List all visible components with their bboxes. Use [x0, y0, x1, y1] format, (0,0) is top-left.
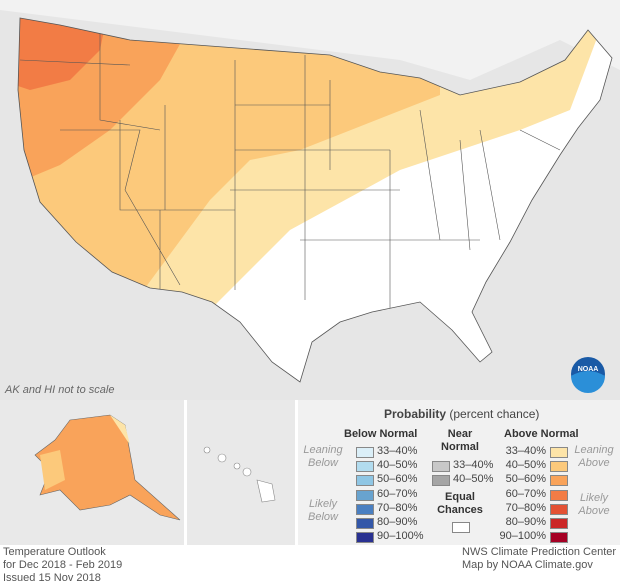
- near-label: 33–40%: [453, 459, 494, 471]
- below-swatch: [356, 475, 374, 487]
- footer-right: NWS Climate Prediction Center Map by NOAA…: [462, 546, 617, 571]
- above-label: 70–80%: [505, 501, 546, 514]
- above-label: 50–60%: [505, 473, 546, 486]
- canada-land: [0, 0, 620, 80]
- likely-above-label: Likely Above: [578, 492, 610, 517]
- above-label: 40–50%: [505, 459, 546, 472]
- near-swatch: [432, 461, 450, 472]
- below-swatch: [356, 503, 374, 515]
- leaning-below-label: Leaning Below: [303, 444, 343, 469]
- below-swatch: [356, 489, 374, 501]
- likely-below-label: Likely Below: [308, 498, 338, 523]
- noaa-logo: NOAA: [571, 357, 605, 393]
- above-label: 80–90%: [505, 516, 546, 528]
- near-label: 40–50%: [453, 473, 494, 486]
- below-normal-header: Below Normal: [344, 428, 418, 440]
- above-swatch: [550, 489, 568, 501]
- above-label: 90–100%: [499, 530, 547, 543]
- equal-chances-swatch: [452, 522, 470, 533]
- below-swatch: [356, 518, 374, 529]
- below-label: 60–70%: [377, 487, 418, 500]
- below-label: 50–60%: [377, 473, 418, 486]
- below-label: 40–50%: [377, 459, 418, 472]
- equal-chances-label: Equal Chances: [437, 491, 483, 516]
- above-swatch: [550, 503, 568, 515]
- probability-legend: Probability (percent chance) Below Norma…: [298, 400, 620, 545]
- us-outlook-map: NOAA: [0, 0, 620, 400]
- below-label: 80–90%: [377, 516, 418, 528]
- below-label: 90–100%: [377, 530, 424, 543]
- below-swatch: [356, 461, 374, 473]
- alaska-inset: [0, 400, 184, 545]
- below-swatch: [356, 447, 374, 458]
- above-swatch: [550, 532, 568, 544]
- svg-text:NOAA: NOAA: [578, 366, 599, 373]
- above-swatch: [550, 461, 568, 473]
- above-normal-header: Above Normal: [504, 428, 579, 440]
- below-swatch: [356, 532, 374, 544]
- above-label: 60–70%: [505, 487, 546, 500]
- near-swatch: [432, 475, 450, 487]
- above-label: 33–40%: [505, 445, 546, 457]
- above-swatch: [550, 447, 568, 458]
- above-swatch: [550, 475, 568, 487]
- footer-left: Temperature Outlook for Dec 2018 - Feb 20…: [3, 546, 123, 584]
- leaning-above-label: Leaning Above: [574, 444, 614, 469]
- below-label: 70–80%: [377, 501, 418, 514]
- hawaii-inset: [187, 400, 295, 545]
- near-normal-header: Near Normal: [441, 428, 479, 453]
- above-swatch: [550, 518, 568, 529]
- us-outline: [17, 17, 613, 383]
- below-label: 33–40%: [377, 445, 418, 457]
- scale-note: AK and HI not to scale: [5, 384, 115, 396]
- state-borders: [19, 25, 561, 320]
- legend-title: Probability (percent chance): [384, 407, 540, 421]
